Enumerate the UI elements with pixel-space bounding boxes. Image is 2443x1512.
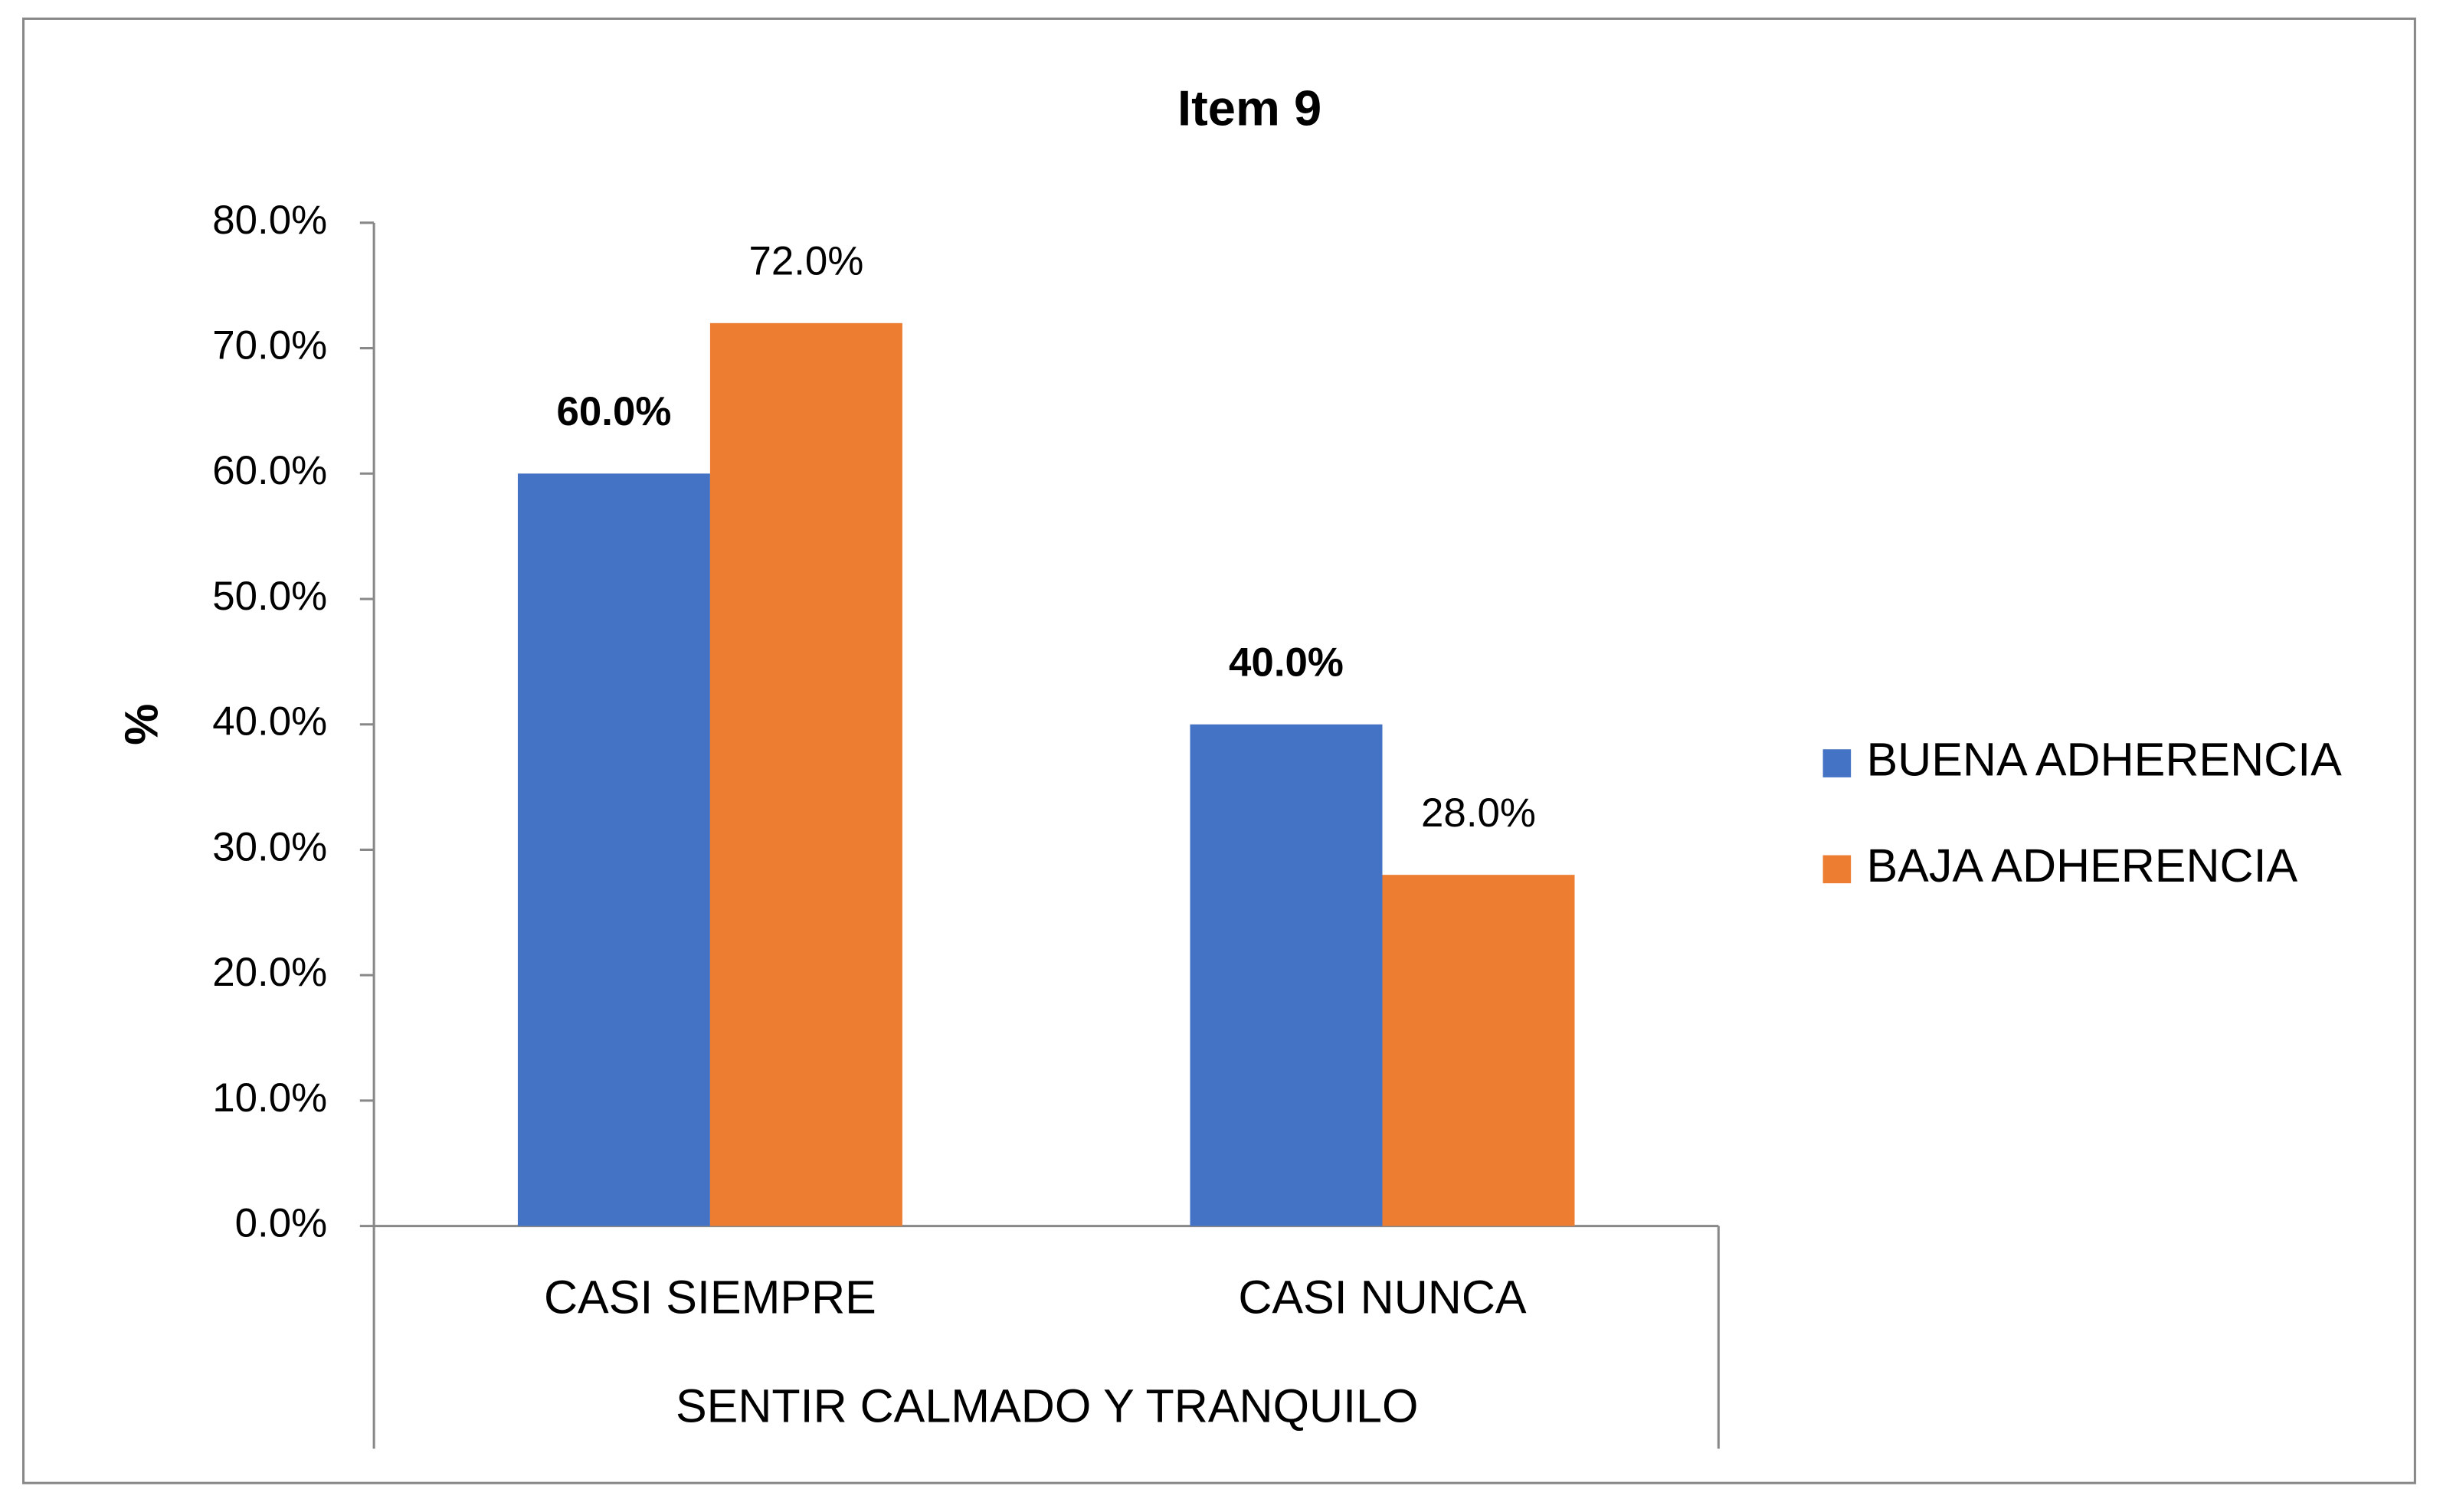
y-tick-label: 50.0%: [212, 574, 327, 619]
group-label: SENTIR CALMADO Y TRANQUILO: [676, 1380, 1418, 1432]
legend-swatch: [1822, 749, 1852, 777]
y-tick-label: 80.0%: [212, 198, 327, 243]
data-label: 72.0%: [748, 238, 863, 283]
x-tick-label: CASI SIEMPRE: [544, 1271, 876, 1323]
chart-title: Item 9: [1177, 80, 1321, 136]
legend-label: BAJA ADHERENCIA: [1866, 839, 2297, 892]
bar: [709, 322, 902, 1226]
data-label: 28.0%: [1421, 790, 1536, 836]
y-tick-label: 20.0%: [212, 950, 327, 995]
y-tick-label: 10.0%: [212, 1075, 327, 1121]
bar: [517, 473, 710, 1226]
y-tick-label: 40.0%: [212, 699, 327, 745]
y-tick-label: 30.0%: [212, 824, 327, 869]
x-tick-label: CASI NUNCA: [1238, 1271, 1527, 1323]
y-tick-label: 0.0%: [235, 1201, 327, 1246]
y-tick-label: 70.0%: [212, 323, 327, 368]
legend-label: BUENA ADHERENCIA: [1866, 734, 2342, 786]
y-tick-label: 60.0%: [212, 448, 327, 493]
bar: [1190, 724, 1383, 1226]
legend-swatch: [1822, 855, 1852, 884]
data-label: 40.0%: [1229, 640, 1344, 685]
y-axis-label: %: [115, 704, 167, 745]
data-label: 60.0%: [556, 389, 671, 434]
bar: [1382, 875, 1575, 1226]
